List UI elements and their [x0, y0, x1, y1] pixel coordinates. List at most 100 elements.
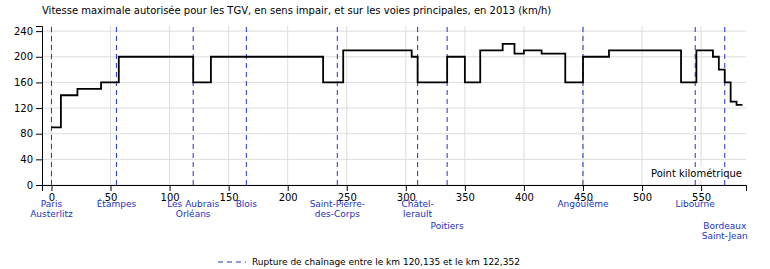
- station-label: Angoulême: [557, 199, 609, 209]
- grid-line-x: [582, 26, 583, 185]
- station-line: [193, 26, 194, 185]
- station-label-line: Étampes: [97, 198, 137, 209]
- x-tick-mark: [111, 185, 112, 191]
- station-label: BordeauxSaint-Jean: [702, 221, 748, 241]
- y-tick-label: 0: [27, 180, 33, 191]
- grid-line-y: [42, 31, 746, 32]
- station-label-line: Bordeaux: [703, 221, 747, 231]
- x-tick-mark: [642, 185, 643, 191]
- station-label-line: Angoulême: [557, 199, 609, 209]
- station-line: [337, 26, 338, 185]
- station-label: Libourne: [676, 199, 716, 209]
- grid-line-y: [42, 133, 746, 134]
- y-tick-label: 40: [20, 154, 33, 165]
- y-axis: 0 40 80 120 160 200 240: [14, 26, 43, 191]
- x-tick-mark: [288, 185, 289, 191]
- plot-area: [51, 26, 742, 185]
- y-tick-label: 240: [14, 26, 33, 37]
- y-tick: 80: [20, 128, 42, 139]
- chart-svg: 0501001502002503003504004505005500408012…: [0, 0, 770, 269]
- y-tick-mark: [36, 108, 42, 109]
- legend-label: Rupture de chaînage entre le km 120,135 …: [252, 257, 520, 267]
- x-tick-label: 400: [515, 192, 534, 203]
- station-line: [116, 26, 117, 185]
- y-tick-label: 120: [14, 103, 33, 114]
- x-tick-mark: [406, 185, 407, 191]
- x-tick-mark: [229, 185, 230, 191]
- y-tick: 40: [20, 154, 42, 165]
- y-tick: 200: [14, 51, 42, 62]
- y-tick-label: 80: [20, 128, 33, 139]
- y-axis-line: [36, 27, 43, 186]
- x-tick-mark: [524, 185, 525, 191]
- x-tick-mark: [701, 185, 702, 191]
- station-label-line: Saint-Pierre-: [310, 199, 365, 209]
- grid-line-x: [228, 26, 229, 185]
- grid-line-y: [42, 82, 746, 83]
- y-tick-mark: [36, 134, 42, 135]
- station-label-line: Orléans: [176, 209, 211, 219]
- x-tick: 400: [515, 185, 534, 203]
- station-line: [246, 26, 247, 185]
- chart-title: Vitesse maximale autorisée pour les TGV,…: [42, 5, 551, 16]
- x-tick: 200: [279, 185, 298, 203]
- station-line: [582, 26, 583, 185]
- x-axis-title: Point kilométrique: [651, 168, 742, 179]
- station-label: Blois: [236, 199, 258, 209]
- x-tick-mark: [51, 185, 52, 191]
- x-tick-mark: [170, 185, 171, 191]
- station-label-line: Les Aubrais: [167, 199, 219, 209]
- station-line: [51, 26, 52, 185]
- y-tick-mark: [36, 159, 42, 160]
- y-tick-mark: [36, 31, 42, 32]
- station-label-line: Austerlitz: [30, 209, 73, 219]
- station-label-line: des-Corps: [315, 209, 360, 219]
- station-line: [724, 26, 725, 185]
- y-tick-mark: [36, 185, 42, 186]
- station-line: [417, 26, 418, 185]
- grid-line-x: [51, 26, 52, 185]
- station-label-line: Châtel-: [401, 199, 433, 209]
- station-label: Étampes: [97, 198, 137, 209]
- y-tick: 160: [14, 77, 42, 88]
- legend-swatch: [218, 262, 246, 263]
- x-tick-label: 500: [633, 192, 652, 203]
- x-axis-title-background: [649, 167, 744, 180]
- y-tick: 0: [27, 180, 42, 191]
- station-label-line: Libourne: [676, 199, 716, 209]
- grid: [42, 26, 746, 185]
- y-tick: 120: [14, 103, 42, 114]
- station-label-line: lerault: [403, 209, 432, 219]
- station-labels: ParisAusterlitz Étampes Les AubraisOrléans…: [30, 198, 748, 241]
- station-label: Châtel-lerault: [401, 199, 433, 219]
- grid-line-y: [42, 159, 746, 160]
- station-line: [447, 26, 448, 185]
- y-tick-mark: [36, 82, 42, 83]
- station-label-line: Blois: [236, 199, 258, 209]
- x-tick-label: 350: [456, 192, 475, 203]
- grid-line-x: [287, 26, 288, 185]
- x-tick-mark: [583, 185, 584, 191]
- y-tick: 240: [14, 26, 42, 37]
- x-tick: 500: [633, 185, 652, 203]
- station-label: ParisAusterlitz: [30, 199, 73, 219]
- x-axis: 050100150200250300350400450500550: [43, 185, 747, 203]
- station-label-line: Saint-Jean: [702, 231, 748, 241]
- series-line: [51, 44, 742, 127]
- x-axis-line: [43, 186, 747, 192]
- x-tick-mark: [465, 185, 466, 191]
- station-label: Les AubraisOrléans: [167, 199, 219, 219]
- grid-line-x: [169, 26, 170, 185]
- grid-line-x: [464, 26, 465, 185]
- y-tick-label: 200: [14, 51, 33, 62]
- station-label-line: Poitiers: [431, 221, 464, 231]
- station-label-line: Paris: [41, 199, 63, 209]
- y-tick-mark: [36, 57, 42, 58]
- station-label: Saint-Pierre-des-Corps: [310, 199, 365, 219]
- chart-container: 0501001502002503003504004505005500408012…: [0, 0, 770, 269]
- x-tick-mark: [347, 185, 348, 191]
- legend: Rupture de chaînage entre le km 120,135 …: [218, 257, 520, 267]
- grid-line-x: [110, 26, 111, 185]
- x-axis-title-group: Point kilométrique: [649, 167, 744, 180]
- station-label: Poitiers: [431, 221, 464, 231]
